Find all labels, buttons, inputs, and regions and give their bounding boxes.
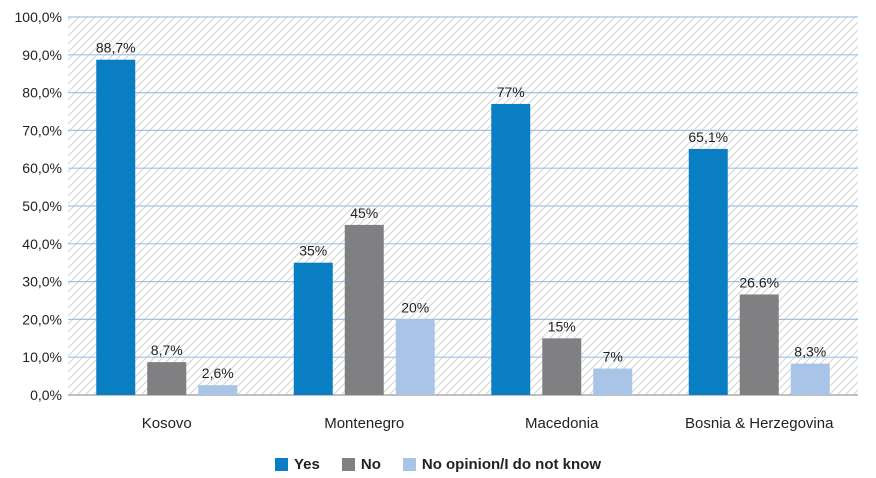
data-label: 88,7%	[96, 40, 136, 56]
data-label: 77%	[497, 84, 525, 100]
legend-item-no-opinion: No opinion/I do not know	[402, 455, 601, 473]
bar-no-opinion-i-do-not-know-macedonia	[593, 368, 633, 395]
data-label: 2,6%	[202, 365, 234, 381]
x-category-label: Bosnia & Herzegovina	[685, 415, 834, 432]
data-label: 8,7%	[151, 342, 183, 358]
x-category-label: Kosovo	[142, 415, 192, 432]
bar-no-kosovo	[147, 362, 187, 395]
y-tick-label: 0,0%	[30, 387, 62, 403]
bar-no-bosnia-herzegovina	[739, 294, 779, 395]
x-category-label: Macedonia	[525, 415, 599, 432]
bar-no-opinion-i-do-not-know-montenegro	[395, 319, 435, 395]
bar-no-opinion-i-do-not-know-bosnia-herzegovina	[790, 363, 830, 395]
legend-item-yes: Yes	[274, 455, 320, 473]
legend-swatch-no-opinion	[402, 457, 416, 471]
y-tick-label: 40,0%	[22, 236, 62, 252]
y-tick-label: 10,0%	[22, 349, 62, 365]
y-tick-label: 70,0%	[22, 122, 62, 138]
legend-label-yes: Yes	[293, 455, 320, 473]
legend-swatch-no	[341, 457, 355, 471]
bar-chart-svg: 88,7% 8,7% 2,6% 35% 45% 20% 77% 15% 7% 65,1% 26.6%…	[15, 9, 858, 432]
y-tick-label: 60,0%	[22, 160, 62, 176]
data-label: 7%	[603, 349, 623, 365]
bar-no-opinion-i-do-not-know-kosovo	[198, 385, 238, 395]
data-label: 26.6%	[739, 274, 779, 290]
data-label: 35%	[299, 243, 327, 259]
legend-item-no: No	[341, 455, 381, 473]
y-tick-label: 50,0%	[22, 198, 62, 214]
y-tick-label: 100,0%	[15, 9, 62, 25]
y-tick-label: 80,0%	[22, 85, 62, 101]
data-label: 15%	[548, 318, 576, 334]
bar-no-montenegro	[344, 224, 384, 395]
bar-no-macedonia	[542, 338, 582, 395]
bar-yes-bosnia-herzegovina	[688, 148, 728, 395]
bar-yes-montenegro	[293, 262, 333, 395]
y-tick-label: 30,0%	[22, 274, 62, 290]
data-label: 20%	[401, 299, 429, 315]
data-label: 8,3%	[794, 344, 826, 360]
legend: Yes No No opinion/I do not know	[0, 452, 876, 476]
y-tick-label: 90,0%	[22, 47, 62, 63]
bar-yes-macedonia	[491, 103, 531, 395]
data-label: 45%	[350, 205, 378, 221]
data-label: 65,1%	[688, 129, 728, 145]
legend-label-no: No	[360, 455, 381, 473]
legend-swatch-yes	[274, 457, 288, 471]
bar-yes-kosovo	[96, 59, 136, 396]
y-tick-label: 20,0%	[22, 311, 62, 327]
legend-label-no-opinion: No opinion/I do not know	[421, 455, 601, 473]
x-category-label: Montenegro	[324, 415, 404, 432]
